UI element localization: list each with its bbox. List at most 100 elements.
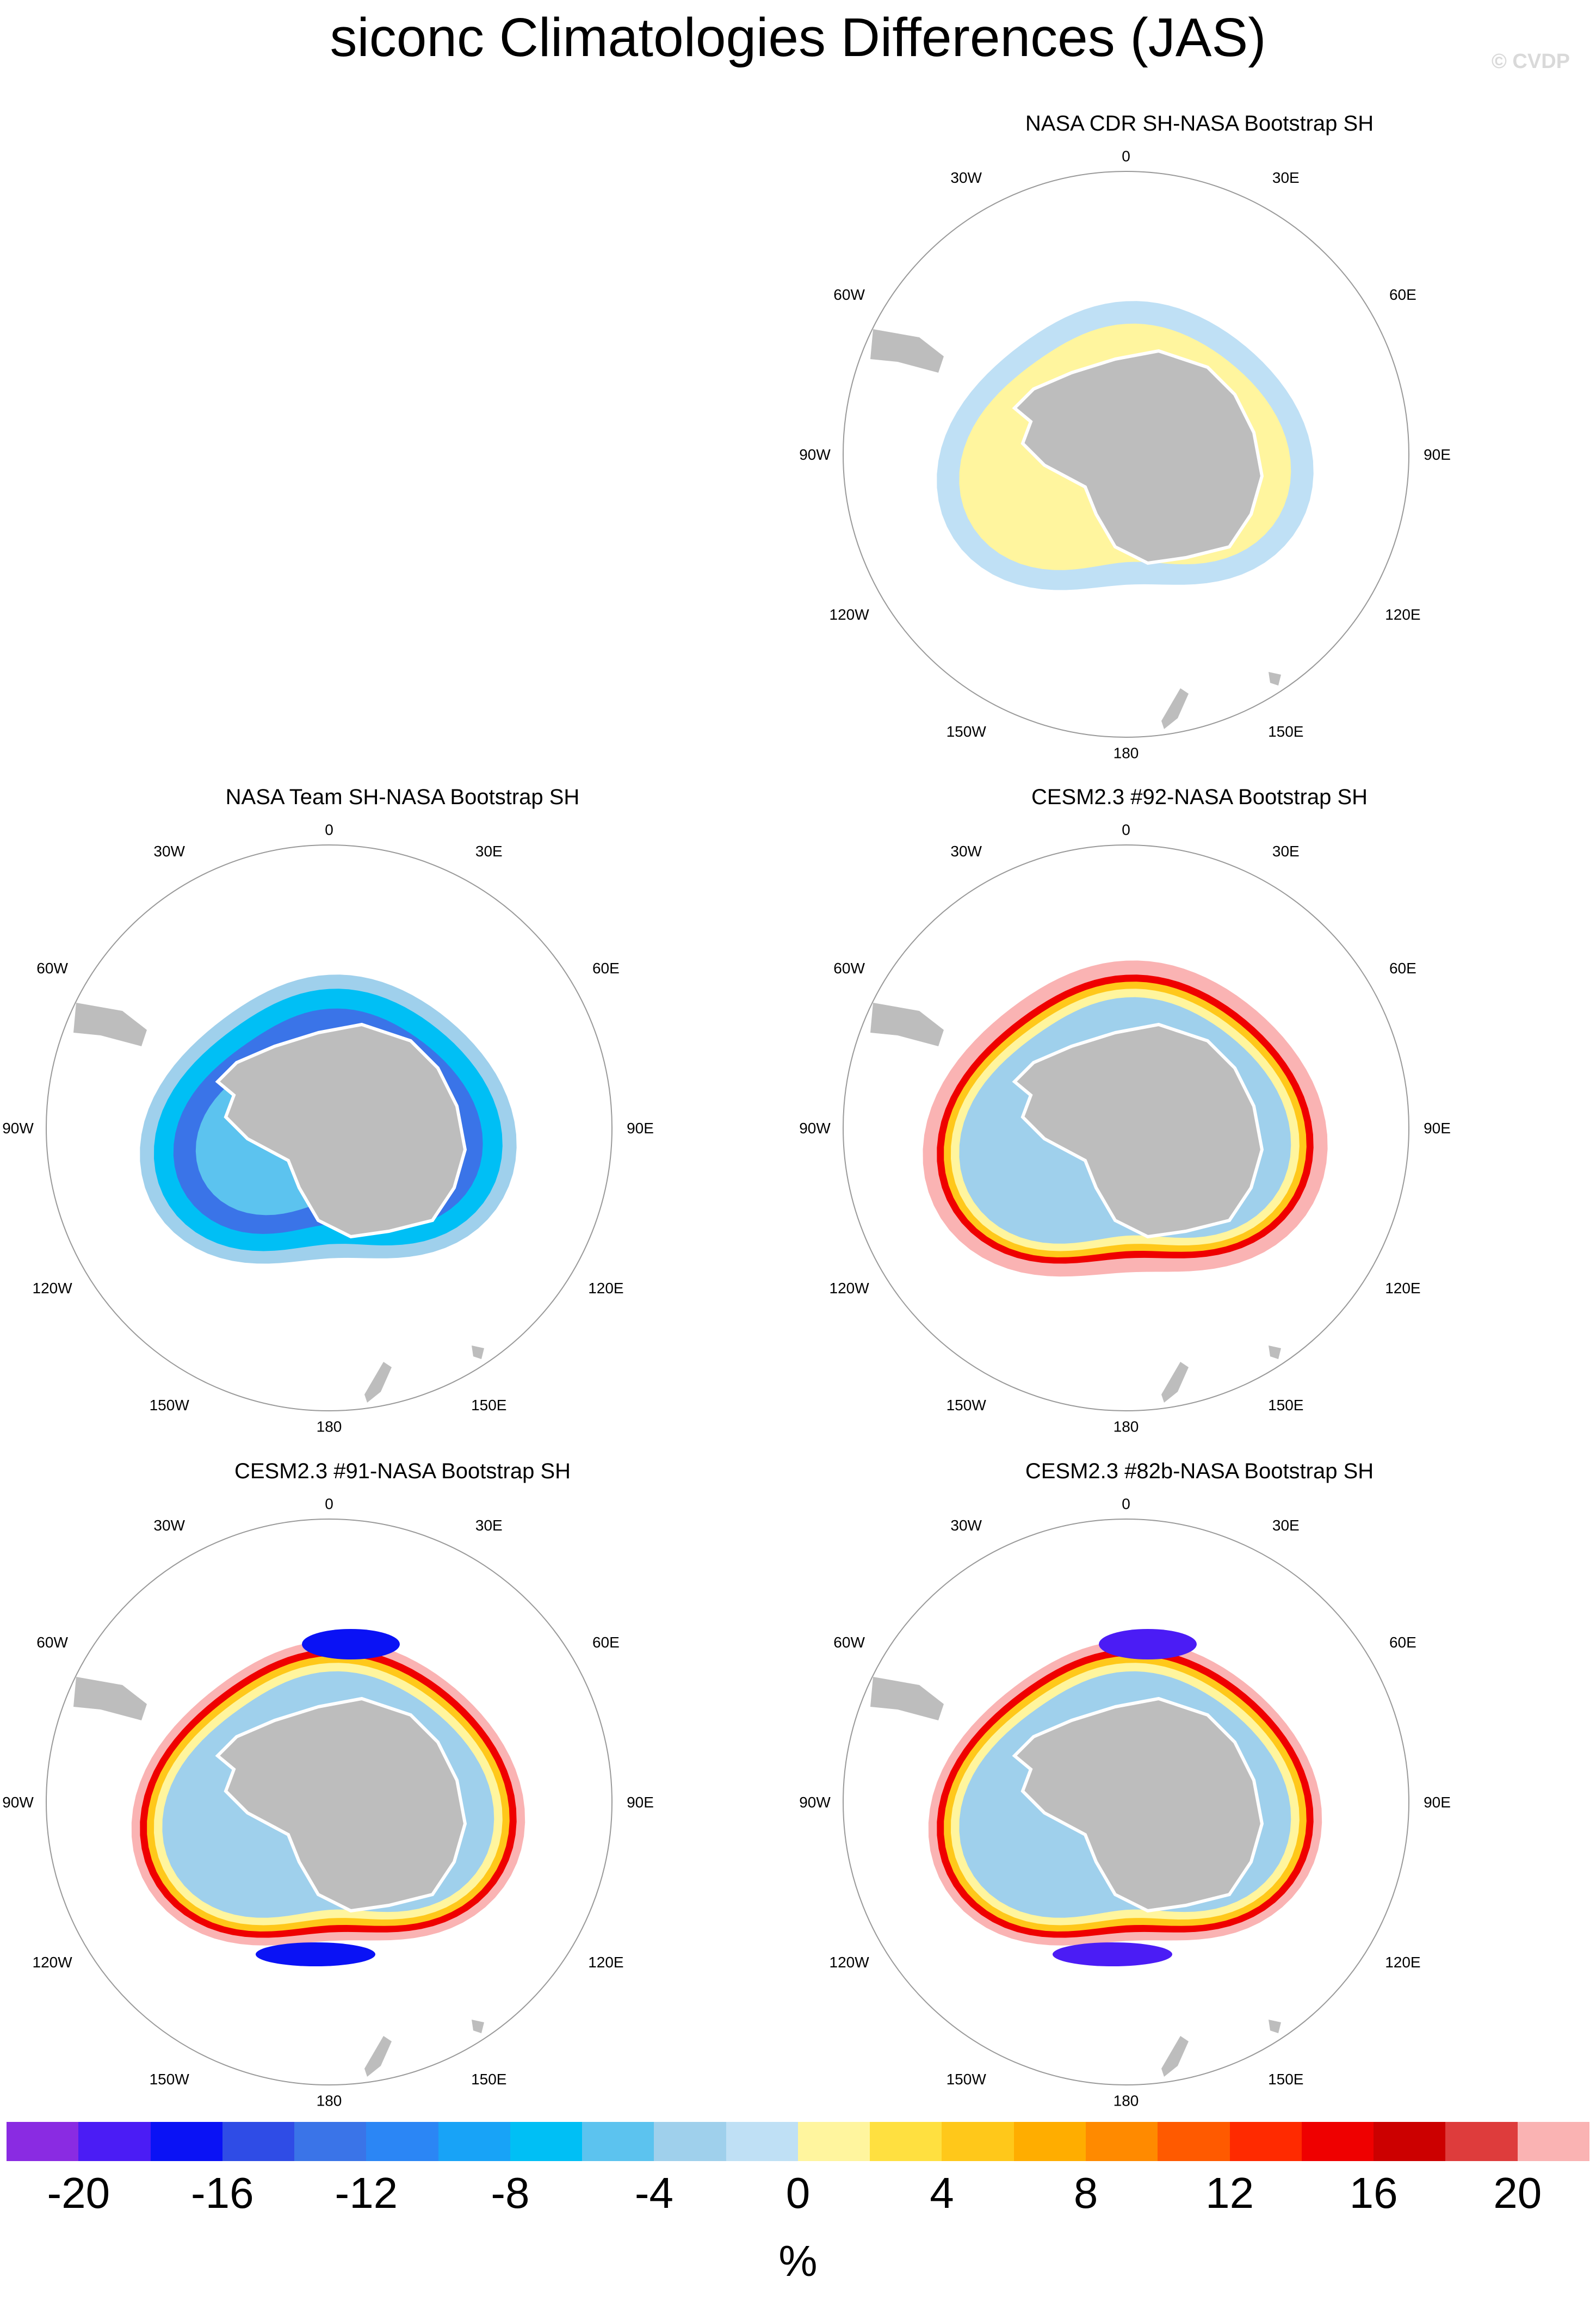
anomaly-patch [1053,1942,1172,1966]
tasmania-landmass [1269,672,1281,686]
colorbar-swatch [78,2122,151,2161]
figure-title: siconc Climatologies Differences (JAS) [330,7,1266,68]
longitude-label-90e: 90E [1424,1794,1451,1811]
south-america-landmass [870,1677,944,1720]
south-america-landmass [73,1677,147,1720]
tasmania-landmass [1269,2020,1281,2033]
longitude-label-60e: 60E [1389,1634,1416,1651]
longitude-label-0: 0 [1122,147,1130,164]
longitude-label-150w: 150W [947,1397,987,1414]
panel-title: CESM2.3 #91-NASA Bootstrap SH [234,1459,571,1483]
longitude-label-60w: 60W [36,960,68,977]
colorbar-tick-label: 12 [1205,2169,1254,2217]
colorbar-swatch [1085,2122,1158,2161]
panel-title: CESM2.3 #92-NASA Bootstrap SH [1031,785,1368,809]
colorbar-swatch [1301,2122,1374,2161]
colorbar-swatch [1445,2122,1518,2161]
colorbar-swatch [582,2122,654,2161]
longitude-label-150e: 150E [471,2071,506,2088]
longitude-label-30w: 30W [153,1517,185,1534]
colorbar-swatch [1374,2122,1446,2161]
colorbar-swatch [150,2122,222,2161]
longitude-label-90w: 90W [799,1120,831,1137]
colorbar-tick-label: -20 [47,2169,110,2217]
colorbar-tick-label: -12 [335,2169,398,2217]
longitude-label-90e: 90E [1424,1120,1451,1137]
longitude-label-150e: 150E [471,1397,506,1414]
longitude-label-30e: 30E [1272,169,1300,186]
anomaly-patch [256,1942,375,1966]
longitude-label-90w: 90W [2,1794,34,1811]
polar-map: 0 30E 60E 90E 120E 150E 180 150W 120W 90W 60W 30W [799,1495,1451,2109]
new-zealand-landmass [1161,2036,1189,2077]
longitude-label-30w: 30W [950,1517,982,1534]
tasmania-landmass [1269,1346,1281,1359]
map-panel-cdr: NASA CDR SH-NASA Bootstrap SH 0 30E 60E 90E… [797,112,1596,792]
watermark: © CVDP [1491,50,1570,73]
colorbar-swatch [366,2122,438,2161]
new-zealand-landmass [364,1362,392,1403]
colorbar-tick-label: -4 [634,2169,674,2217]
longitude-label-60w: 60W [833,1634,865,1651]
map-panel-92: CESM2.3 #92-NASA Bootstrap SH 0 30E 60E 90E… [797,785,1596,1465]
colorbar-tick-label: 8 [1073,2169,1098,2217]
longitude-label-180: 180 [317,1418,342,1435]
colorbar-swatch [438,2122,510,2161]
longitude-label-0: 0 [325,1495,333,1512]
antarctica-landmass [1012,1696,1264,1913]
south-america-landmass [870,329,944,373]
map-panel-82b: CESM2.3 #82b-NASA Bootstrap SH 0 30E 60E 90… [797,1459,1596,2139]
longitude-label-60e: 60E [592,960,620,977]
longitude-label-0: 0 [325,821,333,838]
colorbar-swatch [294,2122,367,2161]
longitude-label-150e: 150E [1268,2071,1303,2088]
longitude-label-60e: 60E [592,1634,620,1651]
longitude-label-30e: 30E [475,843,503,860]
longitude-label-60w: 60W [833,960,865,977]
south-america-landmass [73,1003,147,1046]
colorbar-swatch [942,2122,1014,2161]
longitude-label-150w: 150W [150,2071,190,2088]
longitude-label-120e: 120E [1385,1954,1420,1971]
colorbar-swatch [1158,2122,1230,2161]
panel-title: NASA Team SH-NASA Bootstrap SH [225,785,580,809]
longitude-label-150w: 150W [947,723,987,740]
longitude-label-30w: 30W [950,169,982,186]
map-panel-91: CESM2.3 #91-NASA Bootstrap SH 0 30E 60E 90E… [0,1459,805,2139]
longitude-label-180: 180 [1114,1418,1139,1435]
colorbar-tick-label: 0 [785,2169,811,2217]
longitude-label-150w: 150W [150,1397,190,1414]
longitude-label-120w: 120W [830,1280,870,1297]
new-zealand-landmass [364,2036,392,2077]
longitude-label-0: 0 [1122,1495,1130,1512]
new-zealand-landmass [1161,1362,1189,1403]
longitude-label-120w: 120W [33,1954,73,1971]
longitude-label-30e: 30E [475,1517,503,1534]
longitude-label-90w: 90W [2,1120,34,1137]
longitude-label-180: 180 [317,2093,342,2109]
polar-map: 0 30E 60E 90E 120E 150E 180 150W 120W 90W 60W 30W [2,1495,654,2109]
longitude-label-120w: 120W [33,1280,73,1297]
longitude-label-90e: 90E [627,1794,654,1811]
longitude-label-60w: 60W [833,286,865,303]
tasmania-landmass [472,2020,484,2033]
longitude-label-150w: 150W [947,2071,987,2088]
longitude-label-90e: 90E [627,1120,654,1137]
panel-title: CESM2.3 #82b-NASA Bootstrap SH [1025,1459,1374,1483]
longitude-label-120w: 120W [830,606,870,623]
longitude-label-150e: 150E [1268,723,1303,740]
longitude-label-150e: 150E [1268,1397,1303,1414]
antarctica-landmass [1012,349,1264,565]
polar-map: 0 30E 60E 90E 120E 150E 180 150W 120W 90W 60W 30W [2,821,654,1435]
colorbar-tick-label: 20 [1493,2169,1542,2217]
longitude-label-180: 180 [1114,745,1139,762]
colorbar-swatch [870,2122,942,2161]
antarctica-landmass [1012,1022,1264,1239]
longitude-label-60w: 60W [36,1634,68,1651]
colorbar-swatch [726,2122,798,2161]
colorbar-swatch [1013,2122,1086,2161]
colorbar-units: % [778,2237,818,2285]
colorbar-swatch [222,2122,295,2161]
longitude-label-120e: 120E [1385,606,1420,623]
polar-map: 0 30E 60E 90E 120E 150E 180 150W 120W 90W 60W 30W [799,821,1451,1435]
